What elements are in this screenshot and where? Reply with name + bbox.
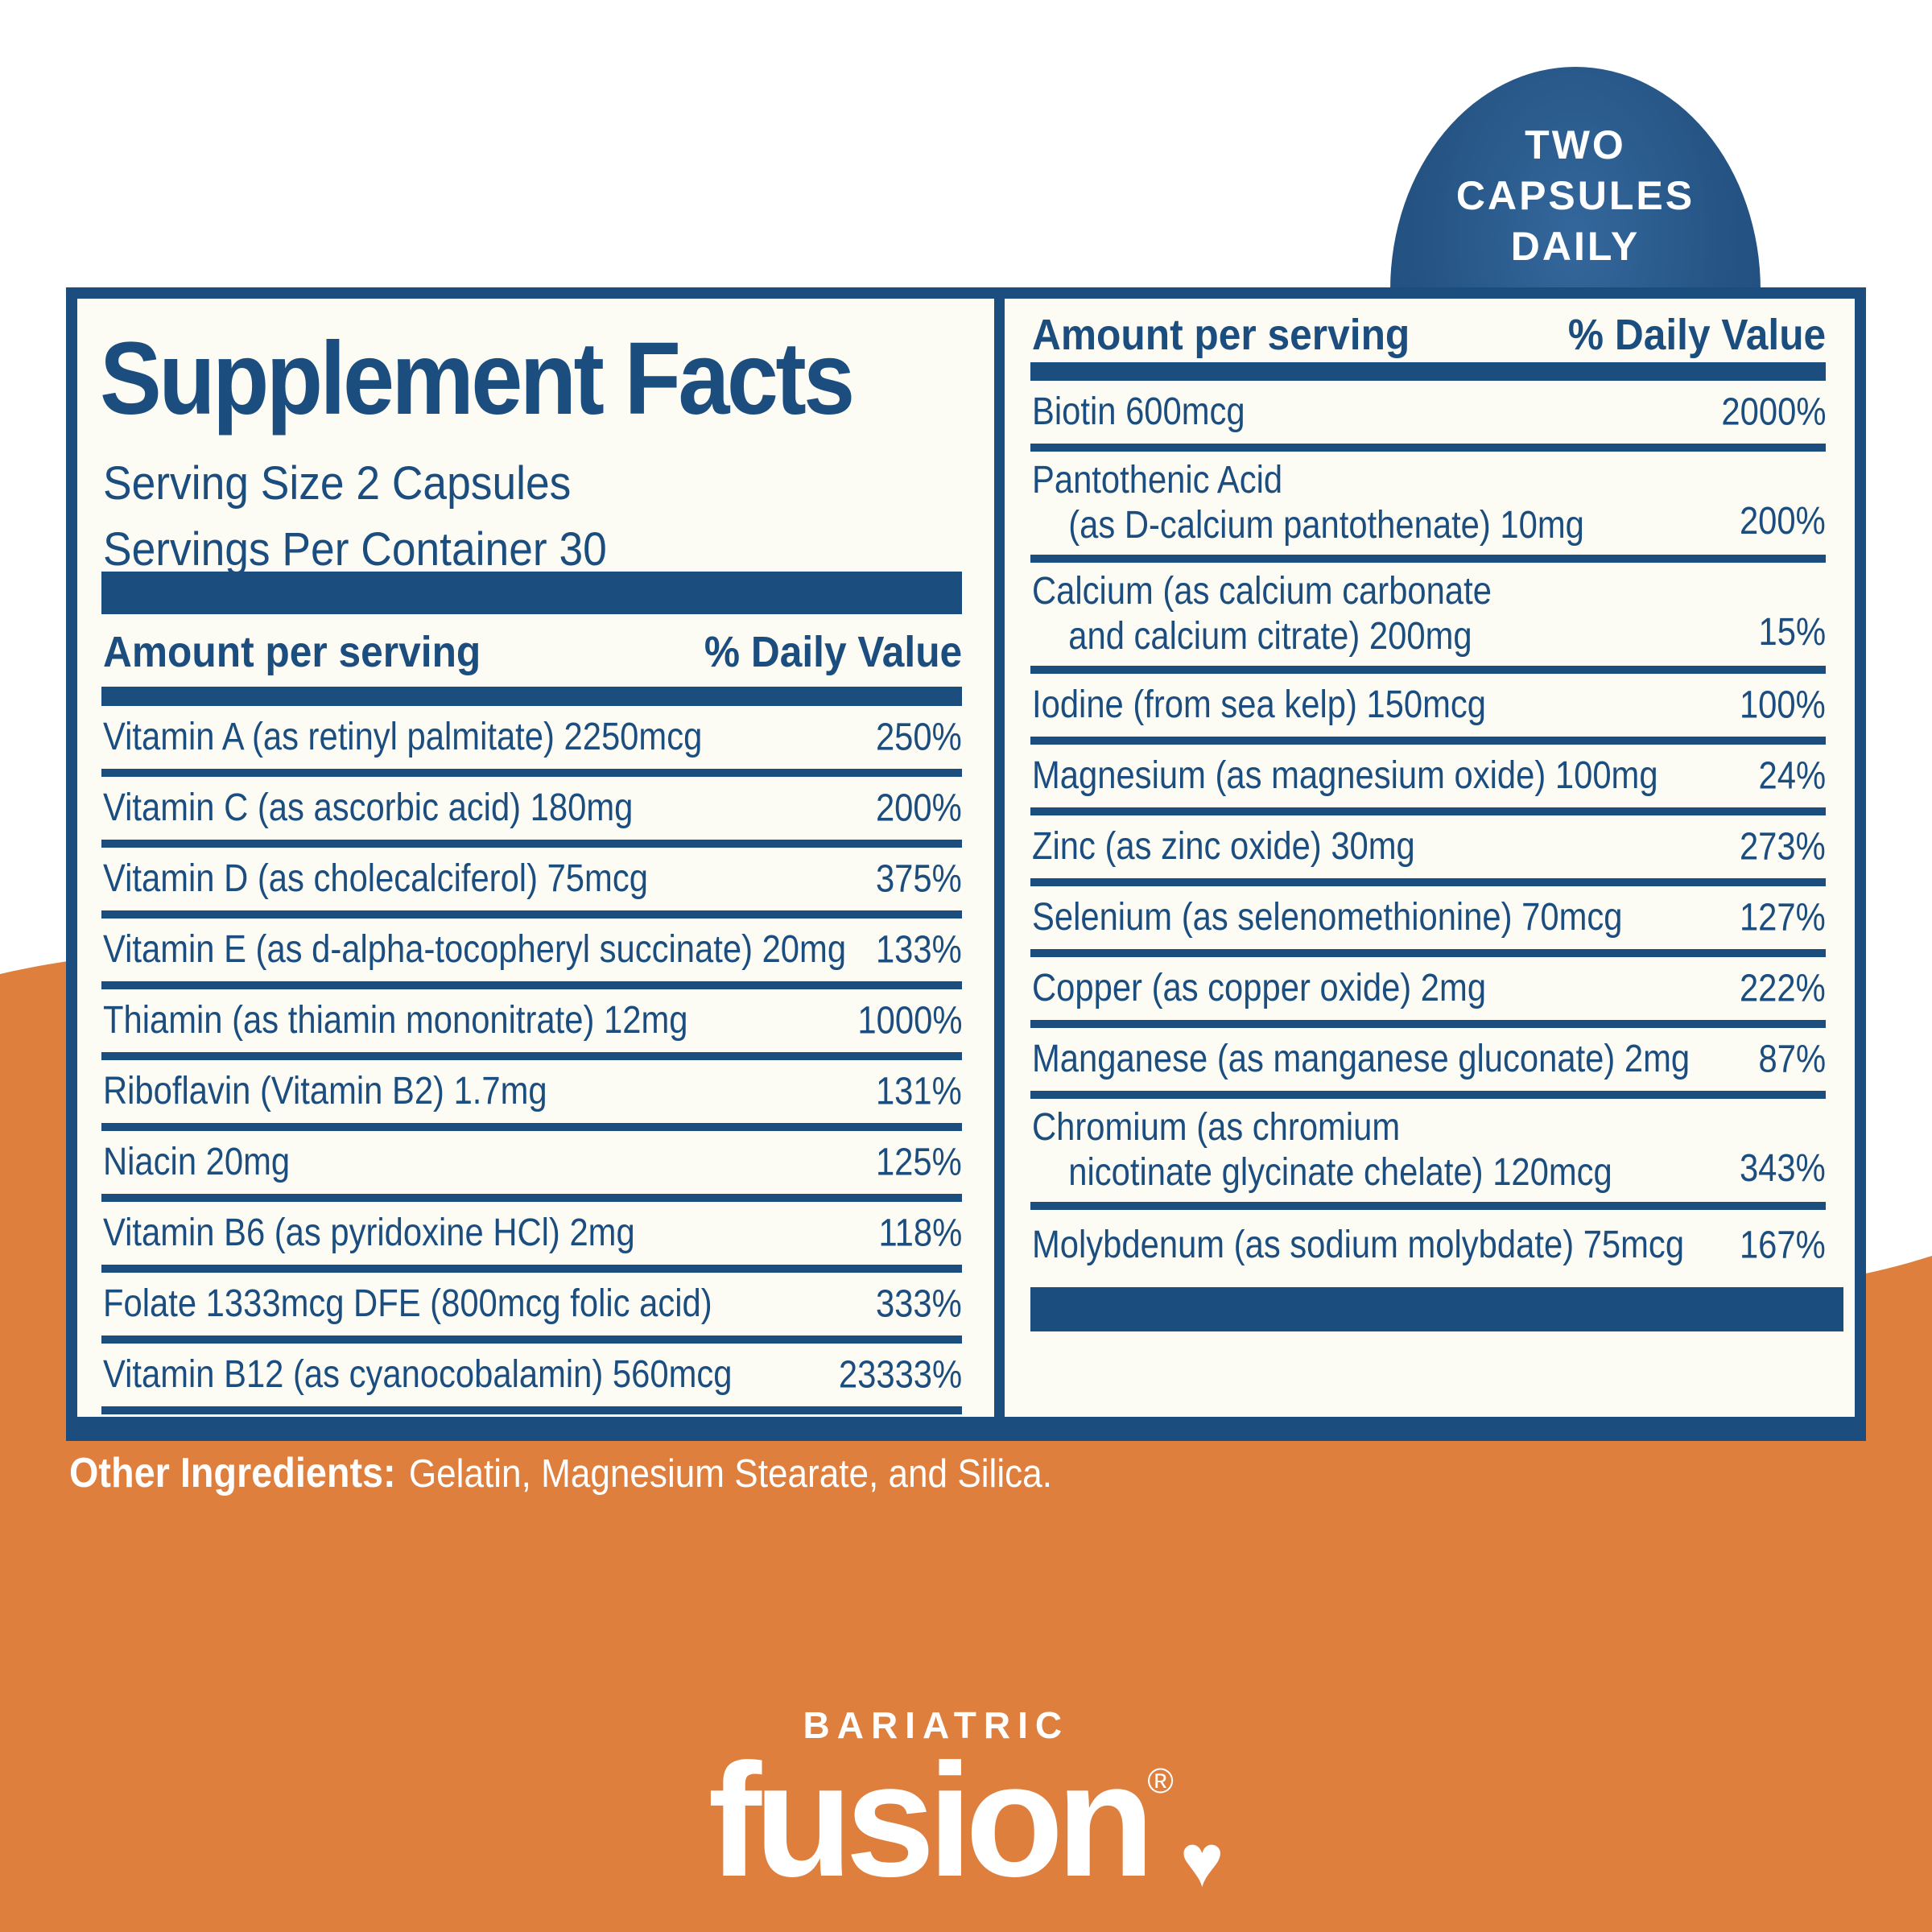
- nutrient-name: Folate 1333mcg DFE (800mcg folic acid): [103, 1282, 712, 1325]
- nutrient-row: Folate 1333mcg DFE (800mcg folic acid) 33…: [101, 1273, 962, 1344]
- nutrient-daily-value: 200%: [1740, 500, 1826, 543]
- nutrient-daily-value: 131%: [876, 1070, 962, 1113]
- nutrient-name: Iodine (from sea kelp) 150mcg: [1032, 683, 1487, 726]
- nutrient-daily-value: 133%: [876, 928, 962, 972]
- nutrient-row: Manganese (as manganese gluconate) 2mg 87…: [1030, 1028, 1826, 1099]
- nutrient-daily-value: 343%: [1740, 1147, 1826, 1190]
- nutrient-name: Vitamin A (as retinyl palmitate) 2250mcg: [103, 716, 703, 758]
- bariatric-fusion-logo: BARIATRIC fusion ® ♥: [708, 1703, 1224, 1901]
- nutrient-daily-value: 222%: [1740, 967, 1826, 1010]
- nutrient-row: Iodine (from sea kelp) 150mcg 100%: [1030, 674, 1826, 745]
- heart-icon: ♥: [1179, 1820, 1224, 1902]
- other-ingredients-label: Other Ingredients:: [69, 1450, 396, 1496]
- nutrient-row: Calcium (as calcium carbonate and calcium…: [1030, 563, 1826, 674]
- badge-line-2: CAPSULES: [1455, 173, 1695, 218]
- nutrient-row: Vitamin B6 (as pyridoxine HCl) 2mg 118%: [101, 1202, 962, 1273]
- nutrient-name: Magnesium (as magnesium oxide) 100mg: [1032, 754, 1658, 797]
- separator-bar-thick: [101, 572, 962, 614]
- right-column: Amount per serving % Daily Value Biotin …: [1005, 299, 1855, 1417]
- nutrient-name: Selenium (as selenomethionine) 70mcg: [1032, 896, 1623, 939]
- separator-bar-thin: [101, 687, 962, 706]
- nutrient-rows-left: Vitamin A (as retinyl palmitate) 2250mcg…: [101, 706, 962, 1414]
- nutrient-row: Selenium (as selenomethionine) 70mcg 127%: [1030, 886, 1826, 957]
- other-ingredients-value: Gelatin, Magnesium Stearate, and Silica.: [408, 1452, 1052, 1496]
- logo-bariatric-text: BARIATRIC: [803, 1704, 1070, 1746]
- nutrient-rows-right: Biotin 600mcg 2000% Pantothenic Acid (as D-…: [1030, 381, 1826, 1281]
- registered-trademark-icon: ®: [1147, 1761, 1174, 1801]
- nutrient-daily-value: 24%: [1758, 754, 1826, 798]
- nutrient-row: Copper (as copper oxide) 2mg 222%: [1030, 957, 1826, 1028]
- left-column: Supplement Facts Serving Size 2 Capsules…: [77, 299, 994, 1417]
- nutrient-name: Calcium (as calcium carbonate and calcium…: [1032, 570, 1492, 658]
- nutrient-daily-value: 15%: [1758, 611, 1826, 654]
- nutrient-row: Riboflavin (Vitamin B2) 1.7mg 131%: [101, 1060, 962, 1131]
- column-headers-left: Amount per serving % Daily Value: [101, 627, 962, 677]
- nutrient-daily-value: 250%: [876, 716, 962, 759]
- nutrient-name: Vitamin D (as cholecalciferol) 75mcg: [103, 857, 648, 900]
- nutrient-row: Vitamin A (as retinyl palmitate) 2250mcg…: [101, 706, 962, 777]
- nutrient-row: Vitamin B12 (as cyanocobalamin) 560mcg 23…: [101, 1344, 962, 1414]
- nutrient-daily-value: 2000%: [1720, 390, 1826, 434]
- nutrient-name: Riboflavin (Vitamin B2) 1.7mg: [103, 1070, 547, 1113]
- daily-value-header: % Daily Value: [1567, 311, 1826, 359]
- servings-per-container: Servings Per Container 30: [103, 523, 607, 576]
- nutrient-row: Niacin 20mg 125%: [101, 1131, 962, 1202]
- nutrient-daily-value: 87%: [1758, 1038, 1826, 1081]
- nutrient-daily-value: 118%: [878, 1212, 962, 1255]
- nutrient-daily-value: 333%: [876, 1282, 962, 1326]
- nutrient-name: Zinc (as zinc oxide) 30mg: [1032, 825, 1415, 868]
- nutrient-row: Vitamin C (as ascorbic acid) 180mg 200%: [101, 777, 962, 848]
- nutrient-name: Vitamin C (as ascorbic acid) 180mg: [103, 786, 634, 829]
- nutrient-daily-value: 200%: [876, 786, 962, 830]
- column-headers-right: Amount per serving % Daily Value: [1030, 310, 1826, 360]
- nutrient-name: Thiamin (as thiamin mononitrate) 12mg: [103, 999, 688, 1042]
- supplement-facts-panel: Supplement Facts Serving Size 2 Capsules…: [66, 287, 1866, 1441]
- nutrient-row: Thiamin (as thiamin mononitrate) 12mg 100…: [101, 989, 962, 1060]
- nutrient-name: Vitamin E (as d-alpha-tocopheryl succina…: [103, 928, 847, 971]
- nutrient-row: Vitamin E (as d-alpha-tocopheryl succina…: [101, 919, 962, 989]
- nutrient-daily-value: 125%: [876, 1141, 962, 1184]
- badge-line-1: TWO: [1525, 122, 1626, 167]
- amount-per-serving-header: Amount per serving: [103, 628, 481, 676]
- nutrient-row: Molybdenum (as sodium molybdate) 75mcg 16…: [1030, 1210, 1826, 1281]
- nutrient-name: Molybdenum (as sodium molybdate) 75mcg: [1032, 1224, 1685, 1266]
- nutrient-name: Copper (as copper oxide) 2mg: [1032, 967, 1487, 1009]
- nutrient-row: Biotin 600mcg 2000%: [1030, 381, 1826, 452]
- nutrient-name: Vitamin B6 (as pyridoxine HCl) 2mg: [103, 1212, 635, 1254]
- nutrient-name: Vitamin B12 (as cyanocobalamin) 560mcg: [103, 1353, 733, 1396]
- nutrient-row: Pantothenic Acid (as D-calcium pantothena…: [1030, 452, 1826, 563]
- nutrient-row: Zinc (as zinc oxide) 30mg 273%: [1030, 815, 1826, 886]
- nutrient-daily-value: 1000%: [857, 999, 962, 1042]
- logo-wordmark-row: fusion ® ♥: [708, 1740, 1224, 1901]
- logo-fusion-wordmark: fusion: [708, 1731, 1155, 1910]
- nutrient-daily-value: 375%: [876, 857, 962, 901]
- supplement-facts-title: Supplement Facts: [100, 321, 855, 436]
- nutrient-name: Biotin 600mcg: [1032, 390, 1245, 433]
- serving-size: Serving Size 2 Capsules: [103, 457, 572, 510]
- daily-value-header: % Daily Value: [704, 628, 962, 676]
- nutrient-row: Magnesium (as magnesium oxide) 100mg 24%: [1030, 745, 1826, 815]
- nutrient-name: Pantothenic Acid (as D-calcium pantothena…: [1032, 459, 1584, 547]
- nutrient-row: Chromium (as chromium nicotinate glycinat…: [1030, 1099, 1826, 1210]
- nutrient-name: Niacin 20mg: [103, 1141, 291, 1183]
- nutrient-name: Manganese (as manganese gluconate) 2mg: [1032, 1038, 1690, 1080]
- nutrient-daily-value: 23333%: [838, 1353, 962, 1397]
- badge-text: TWO CAPSULES DAILY: [1390, 67, 1761, 272]
- end-bar: [1030, 1287, 1843, 1331]
- nutrient-daily-value: 100%: [1740, 683, 1826, 727]
- amount-per-serving-header: Amount per serving: [1032, 311, 1410, 359]
- nutrient-daily-value: 167%: [1740, 1224, 1826, 1267]
- separator-bar-thick: [1030, 362, 1826, 381]
- other-ingredients: Other Ingredients: Gelatin, Magnesium Ste…: [69, 1449, 1052, 1497]
- nutrient-daily-value: 127%: [1740, 896, 1826, 939]
- nutrient-name: Chromium (as chromium nicotinate glycinat…: [1032, 1106, 1612, 1194]
- column-divider: [994, 299, 1005, 1417]
- badge-line-3: DAILY: [1510, 224, 1641, 269]
- nutrient-row: Vitamin D (as cholecalciferol) 75mcg 375%: [101, 848, 962, 919]
- nutrient-daily-value: 273%: [1740, 825, 1826, 869]
